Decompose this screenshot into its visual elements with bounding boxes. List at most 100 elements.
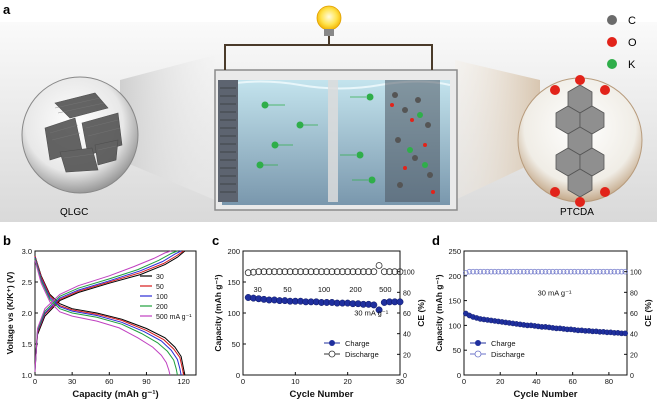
series-line-discharge bbox=[34, 260, 171, 376]
discharge-point bbox=[622, 268, 628, 275]
qlgc-label: QLGC bbox=[60, 207, 88, 218]
y2-tick-label: 80 bbox=[630, 290, 638, 297]
y-tick-label: 100 bbox=[448, 321, 461, 330]
discharge-point bbox=[244, 269, 252, 277]
rate-label: 500 bbox=[379, 285, 392, 294]
discharge-point bbox=[354, 268, 362, 276]
discharge-point bbox=[492, 268, 498, 275]
y-axis-label: Voltage vs (K/K⁺) (V) bbox=[5, 271, 15, 354]
discharge-point bbox=[297, 268, 304, 276]
discharge-point bbox=[560, 268, 567, 275]
x-axis-label: Cycle Number bbox=[290, 389, 354, 400]
discharge-point bbox=[521, 268, 527, 275]
legend-o-marker bbox=[607, 37, 617, 47]
discharge-point bbox=[615, 268, 621, 275]
discharge-point bbox=[499, 268, 505, 275]
legend-swatch-marker bbox=[328, 350, 336, 358]
panel-b-letter: b bbox=[3, 233, 11, 248]
element-legend: C O K bbox=[607, 15, 637, 71]
series-line-charge bbox=[34, 250, 186, 368]
discharge-point bbox=[618, 268, 625, 275]
x-axis-label: Capacity (mAh g⁻¹) bbox=[72, 389, 158, 400]
discharge-point bbox=[270, 268, 278, 276]
discharge-point bbox=[312, 268, 320, 276]
y-tick-label: 50 bbox=[232, 340, 240, 349]
discharge-point bbox=[575, 268, 581, 275]
legend-entry: 30 bbox=[156, 274, 164, 281]
discharge-point bbox=[589, 268, 596, 275]
discharge-point bbox=[365, 268, 373, 276]
y2-tick-label: 0 bbox=[403, 373, 407, 380]
y-axis-label: Capacity (mAh g⁻¹) bbox=[434, 274, 444, 351]
ptcda-sphere bbox=[517, 75, 643, 207]
discharge-point bbox=[333, 268, 341, 276]
y-tick-label: 2.5 bbox=[22, 278, 32, 287]
discharge-point bbox=[463, 269, 469, 276]
charge-point bbox=[622, 330, 628, 337]
x-tick-label: 60 bbox=[105, 377, 113, 386]
x-tick-label: 30 bbox=[68, 377, 76, 386]
discharge-point bbox=[593, 268, 599, 275]
x-tick-label: 120 bbox=[177, 377, 190, 386]
y2-tick-label: 80 bbox=[403, 290, 411, 297]
panel-d-letter: d bbox=[432, 233, 440, 248]
legend-c-label: C bbox=[628, 15, 636, 27]
legend-entry: 500 mA g⁻¹ bbox=[156, 314, 192, 321]
legend-k-marker bbox=[607, 59, 617, 69]
y-tick-label: 200 bbox=[448, 272, 461, 281]
legend-entry: Discharge bbox=[491, 350, 525, 359]
y2-axis-label: CE (%) bbox=[643, 299, 653, 327]
y-tick-label: 3.0 bbox=[22, 247, 32, 256]
discharge-point bbox=[604, 268, 610, 275]
x-tick-label: 90 bbox=[142, 377, 150, 386]
rate-label: 200 bbox=[349, 285, 362, 294]
discharge-point bbox=[549, 268, 556, 275]
discharge-point bbox=[286, 268, 294, 276]
legend-entry: 200 bbox=[156, 304, 168, 311]
discharge-point bbox=[380, 268, 388, 276]
discharge-point bbox=[318, 268, 325, 276]
discharge-point bbox=[470, 268, 476, 275]
discharge-point bbox=[539, 268, 545, 275]
y-tick-label: 1.0 bbox=[22, 371, 32, 380]
discharge-point bbox=[600, 268, 607, 275]
discharge-point bbox=[291, 268, 299, 276]
ptcda-label: PTCDA bbox=[560, 207, 594, 218]
y-tick-label: 250 bbox=[448, 247, 461, 256]
legend-k-label: K bbox=[628, 59, 636, 71]
y-tick-label: 150 bbox=[227, 278, 240, 287]
y2-tick-label: 60 bbox=[403, 311, 411, 318]
discharge-point bbox=[586, 268, 592, 275]
discharge-point bbox=[564, 268, 570, 275]
discharge-point bbox=[568, 268, 574, 275]
discharge-point bbox=[328, 268, 336, 276]
y-tick-label: 100 bbox=[227, 309, 240, 318]
discharge-point bbox=[531, 268, 538, 275]
rate-label: 100 bbox=[318, 285, 331, 294]
panel-a-letter: a bbox=[3, 2, 11, 17]
y-tick-label: 150 bbox=[448, 297, 461, 306]
discharge-point bbox=[375, 262, 383, 269]
discharge-point bbox=[349, 268, 357, 276]
discharge-point bbox=[557, 268, 563, 275]
legend-swatch-marker bbox=[329, 340, 335, 346]
left-zoom-cone bbox=[120, 55, 215, 200]
discharge-point bbox=[281, 268, 289, 276]
discharge-point bbox=[571, 268, 578, 275]
discharge-point bbox=[502, 268, 509, 275]
discharge-point bbox=[359, 268, 367, 276]
y2-tick-label: 100 bbox=[630, 270, 642, 277]
series-line-discharge bbox=[34, 258, 178, 376]
y-tick-label: 2.0 bbox=[22, 309, 32, 318]
series-line-charge bbox=[34, 250, 182, 371]
y-tick-label: 1.5 bbox=[22, 340, 32, 349]
x-tick-label: 10 bbox=[291, 377, 299, 386]
potassium-ions bbox=[256, 93, 376, 184]
discharge-point bbox=[339, 268, 346, 276]
legend-entry: Discharge bbox=[345, 350, 379, 359]
battery-cell bbox=[214, 5, 458, 211]
discharge-point bbox=[488, 268, 494, 275]
discharge-point bbox=[611, 268, 618, 275]
qlgc-sphere bbox=[21, 76, 139, 194]
